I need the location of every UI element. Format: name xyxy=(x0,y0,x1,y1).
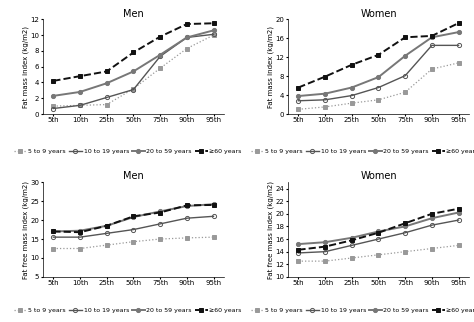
Y-axis label: Fat free mass index (kg/m2): Fat free mass index (kg/m2) xyxy=(267,181,274,279)
Legend: 5 to 9 years, 10 to 19 years, 20 to 59 years, ≥60 years: 5 to 9 years, 10 to 19 years, 20 to 59 y… xyxy=(11,146,245,156)
Y-axis label: Fat mass index (kg/m2): Fat mass index (kg/m2) xyxy=(22,26,29,108)
Title: Women: Women xyxy=(360,9,397,19)
Legend: 5 to 9 years, 10 to 19 years, 20 to 59 years, ≥60 years: 5 to 9 years, 10 to 19 years, 20 to 59 y… xyxy=(248,305,474,316)
Y-axis label: Fat mass index (kg/m2): Fat mass index (kg/m2) xyxy=(267,26,274,108)
Y-axis label: Fat free mass index (kg/m2): Fat free mass index (kg/m2) xyxy=(22,181,29,279)
Legend: 5 to 9 years, 10 to 19 years, 20 to 59 years, ≥60 years: 5 to 9 years, 10 to 19 years, 20 to 59 y… xyxy=(248,146,474,156)
Legend: 5 to 9 years, 10 to 19 years, 20 to 59 years, ≥60 years: 5 to 9 years, 10 to 19 years, 20 to 59 y… xyxy=(11,305,245,316)
Title: Men: Men xyxy=(123,171,144,181)
Title: Men: Men xyxy=(123,9,144,19)
Title: Women: Women xyxy=(360,171,397,181)
